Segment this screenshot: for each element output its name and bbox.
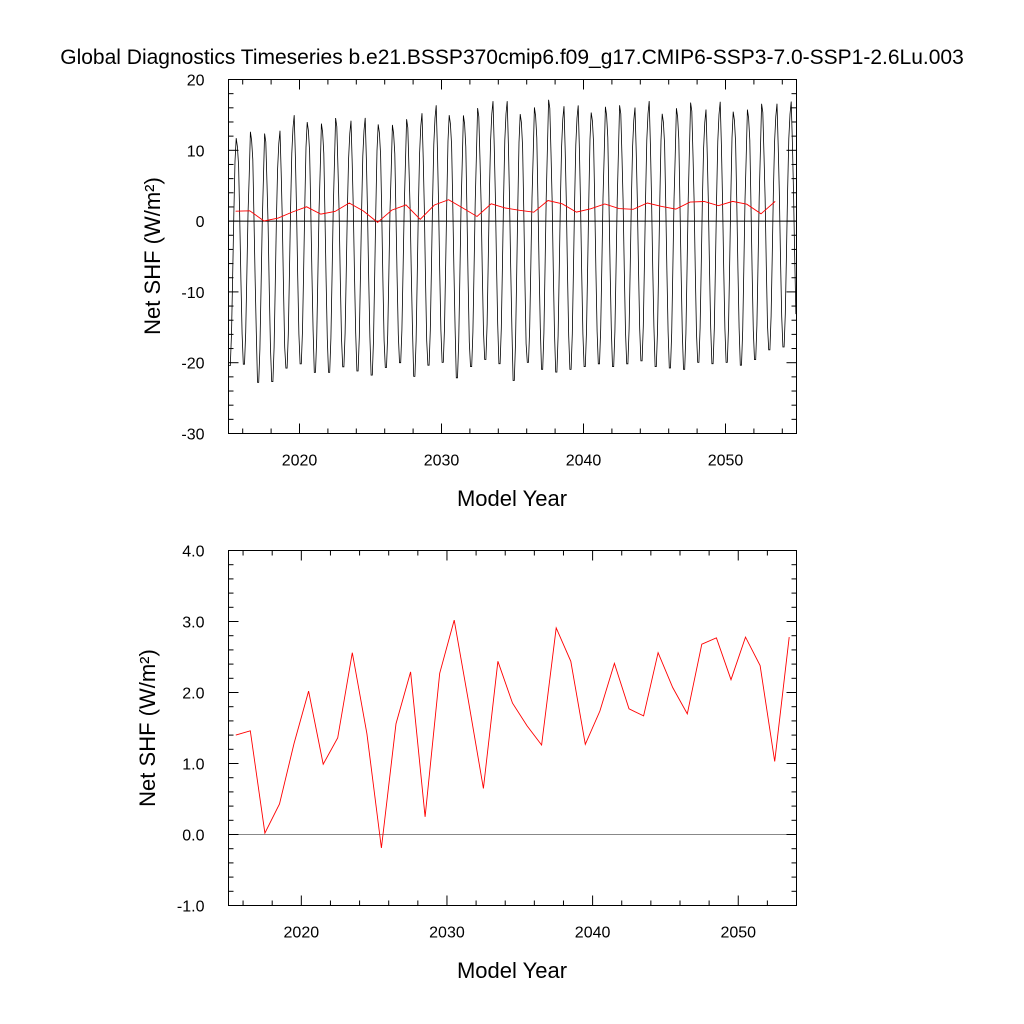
x-tick-label: 2020 bbox=[284, 925, 320, 942]
x-tick-label: 2050 bbox=[720, 925, 756, 942]
x-tick-label: 2020 bbox=[282, 453, 318, 470]
top-y-axis-label: Net SHF (W/m²) bbox=[140, 177, 165, 335]
y-tick-label: 0.0 bbox=[182, 828, 204, 845]
bottom-plot-frame bbox=[228, 550, 797, 906]
top-plot-frame bbox=[228, 79, 797, 434]
bottom-series-layer bbox=[228, 619, 797, 849]
bottom-x-axis-label: Model Year bbox=[457, 958, 567, 983]
y-tick-label: -30 bbox=[181, 427, 204, 444]
annual-mean-series-line bbox=[235, 619, 790, 849]
bottom-panel: 2020 2030 2040 2050 -1.0 0.0 1.0 2.0 3.0 4.0 Mode… bbox=[135, 544, 797, 983]
y-tick-label: 10 bbox=[187, 143, 205, 160]
y-tick-label: -20 bbox=[181, 356, 204, 373]
top-panel: 2020 2030 2040 2050 -30 -20 -10 0 10 20 Model Yea… bbox=[140, 73, 797, 511]
x-tick-label: 2040 bbox=[575, 925, 611, 942]
annual-mean-series-line bbox=[235, 199, 776, 223]
y-tick-label: 4.0 bbox=[182, 544, 204, 561]
y-tick-label: 2.0 bbox=[182, 686, 204, 703]
y-tick-label: 20 bbox=[187, 73, 205, 90]
y-tick-label: 0 bbox=[196, 214, 205, 231]
monthly-series-line bbox=[229, 99, 797, 383]
chart-title: Global Diagnostics Timeseries b.e21.BSSP… bbox=[60, 46, 964, 69]
top-x-axis-label: Model Year bbox=[457, 486, 567, 511]
y-tick-label: 1.0 bbox=[182, 757, 204, 774]
y-tick-label: -1.0 bbox=[177, 899, 205, 916]
bottom-y-axis-label: Net SHF (W/m²) bbox=[135, 649, 160, 807]
y-tick-label: 3.0 bbox=[182, 615, 204, 632]
y-tick-label: -10 bbox=[181, 285, 204, 302]
x-tick-label: 2040 bbox=[566, 453, 602, 470]
x-tick-label: 2030 bbox=[429, 925, 465, 942]
x-tick-label: 2030 bbox=[424, 453, 460, 470]
bottom-tick-layer: 2020 2030 2040 2050 -1.0 0.0 1.0 2.0 3.0 4.0 bbox=[177, 544, 797, 942]
top-tick-layer: 2020 2030 2040 2050 -30 -20 -10 0 10 20 bbox=[181, 73, 797, 470]
x-tick-label: 2050 bbox=[708, 453, 744, 470]
top-series-layer bbox=[228, 99, 797, 383]
